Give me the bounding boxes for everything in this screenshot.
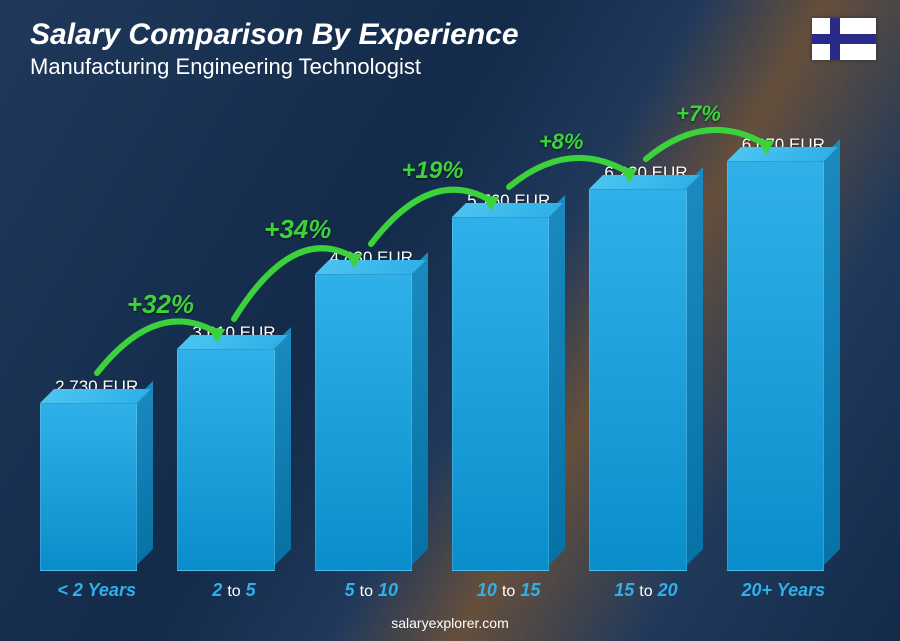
- bar-column: 6,220 EUR: [589, 163, 702, 571]
- x-axis: < 2 Years 2 to 5 5 to 10 10 to 15 15 to 20 20…: [40, 580, 840, 601]
- x-tick: < 2 Years: [40, 580, 153, 601]
- increase-pct-label: +32%: [127, 289, 194, 320]
- increase-pct-label: +8%: [539, 129, 584, 155]
- title-block: Salary Comparison By Experience Manufact…: [30, 18, 519, 80]
- bar-column: 3,610 EUR: [177, 323, 290, 571]
- footer-attribution: salaryexplorer.com: [0, 615, 900, 631]
- x-tick: 20+ Years: [727, 580, 840, 601]
- increase-pct-label: +7%: [676, 101, 721, 127]
- bar: [315, 274, 428, 571]
- x-tick: 10 to 15: [452, 580, 565, 601]
- infographic-stage: Salary Comparison By Experience Manufact…: [0, 0, 900, 641]
- bar-column: 5,760 EUR: [452, 191, 565, 571]
- bar-column: 2,730 EUR: [40, 377, 153, 571]
- increase-pct-label: +19%: [401, 157, 463, 185]
- bar-column: 6,670 EUR: [727, 135, 840, 571]
- x-tick: 2 to 5: [177, 580, 290, 601]
- bar: [177, 349, 290, 571]
- increase-pct-label: +34%: [264, 214, 331, 245]
- bar-column: 4,830 EUR: [315, 248, 428, 571]
- bar: [40, 403, 153, 571]
- x-tick: 5 to 10: [315, 580, 428, 601]
- x-tick: 15 to 20: [589, 580, 702, 601]
- finland-flag-icon: [812, 18, 876, 60]
- salary-bar-chart: 2,730 EUR3,610 EUR4,830 EUR5,760 EUR6,22…: [40, 100, 840, 571]
- page-title: Salary Comparison By Experience: [30, 18, 519, 52]
- bar: [727, 161, 840, 571]
- bar: [452, 217, 565, 571]
- page-subtitle: Manufacturing Engineering Technologist: [30, 54, 519, 80]
- bar: [589, 189, 702, 571]
